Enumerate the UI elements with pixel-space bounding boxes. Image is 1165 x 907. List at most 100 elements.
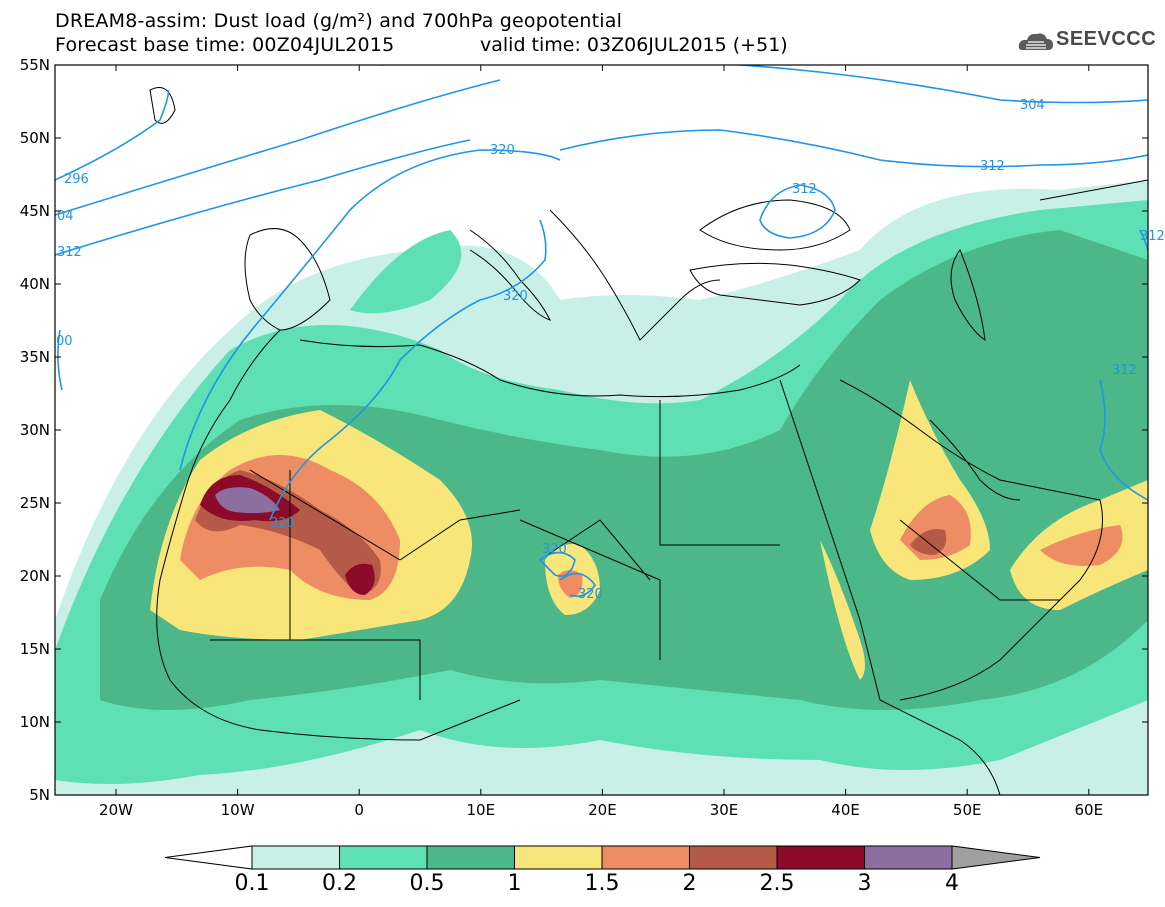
colorbar-low-arrow bbox=[164, 845, 253, 870]
colorbar-segment bbox=[601, 845, 690, 870]
contour-labels: 304 312 312 296 04 312 320 320 312 320 3… bbox=[56, 98, 1165, 602]
border-7 bbox=[1039, 179, 1148, 201]
border-6 bbox=[210, 639, 421, 700]
logo-text: SEEVCCC bbox=[1056, 28, 1157, 50]
contour-label: 04 bbox=[57, 209, 74, 224]
coastline-caspian bbox=[950, 248, 986, 342]
contour-label: 312 bbox=[980, 159, 1005, 174]
lat-tick-label: 50N bbox=[20, 129, 50, 147]
contour-line bbox=[559, 129, 1148, 168]
colorbar-label: 0.2 bbox=[322, 871, 357, 896]
lon-tick-label: 20W bbox=[99, 801, 133, 819]
contour-line bbox=[380, 65, 1148, 104]
contour-line bbox=[57, 329, 63, 391]
contour-line bbox=[55, 79, 501, 216]
dust-band-2-5 bbox=[345, 563, 375, 595]
lat-tick-label: 35N bbox=[20, 348, 50, 366]
contour-line bbox=[559, 572, 596, 598]
contour-label: 00 bbox=[56, 334, 73, 349]
coastline-arabia bbox=[839, 379, 1103, 701]
dust-band-3 bbox=[215, 487, 280, 514]
coastline-turkey bbox=[689, 262, 861, 306]
colorbar-segment bbox=[339, 845, 428, 870]
lat-tick-label: 5N bbox=[29, 786, 50, 804]
colorbar-label: 1 bbox=[507, 871, 522, 896]
border-5 bbox=[659, 400, 780, 546]
lon-tick-label: 10W bbox=[221, 801, 255, 819]
lon-tick-label: 50E bbox=[953, 801, 982, 819]
coastline-horn bbox=[879, 699, 1001, 795]
lat-tick-label: 20N bbox=[20, 567, 50, 585]
forecast-base-time: Forecast base time: 00Z04JUL2015 bbox=[55, 34, 395, 56]
colorbar-segment bbox=[426, 845, 515, 870]
coastline-gulf bbox=[929, 419, 1021, 501]
contour-line bbox=[1099, 379, 1148, 501]
contour-label: 312 bbox=[1140, 229, 1165, 244]
lon-tick-label: 40E bbox=[831, 801, 860, 819]
colorbar-label: 0.5 bbox=[409, 871, 445, 896]
colorbar-label: 4 bbox=[945, 871, 959, 896]
lat-tick-label: 15N bbox=[20, 640, 50, 658]
coastline-red-sea bbox=[779, 379, 881, 701]
colorbar-label: 0.1 bbox=[234, 871, 270, 896]
lon-axis: 20W 10W 0 10E 20E 30E 40E 50E 60E bbox=[99, 65, 1103, 819]
lat-tick-label: 55N bbox=[20, 56, 50, 74]
dust-band-1 bbox=[820, 540, 865, 680]
contour-line bbox=[55, 139, 471, 256]
coastline-west-africa bbox=[156, 329, 521, 741]
coastline-europe bbox=[244, 228, 331, 331]
border-9 bbox=[539, 519, 651, 581]
contour-label: 320 bbox=[503, 289, 528, 304]
dust-band-0-2 bbox=[350, 230, 462, 314]
contour-line bbox=[538, 551, 576, 577]
lon-tick-label: 10E bbox=[467, 801, 496, 819]
colorbar-label: 3 bbox=[857, 871, 872, 896]
border-4 bbox=[519, 519, 661, 660]
cloud-icon bbox=[1018, 33, 1053, 50]
lat-tick-label: 45N bbox=[20, 202, 50, 220]
coastlines bbox=[149, 87, 1148, 795]
valid-time: valid time: 03Z06JUL2015 (+51) bbox=[480, 34, 788, 56]
colorbar-label: 2.5 bbox=[759, 871, 795, 896]
colorbar-segment bbox=[514, 845, 603, 870]
contour-label: 320 bbox=[542, 542, 567, 557]
lon-tick-label: 0 bbox=[354, 801, 364, 819]
colorbar-high-arrow bbox=[951, 845, 1041, 870]
contour-label: 320 bbox=[270, 516, 295, 531]
coastline-italy bbox=[469, 229, 551, 321]
contour-label: 320 bbox=[490, 143, 515, 158]
contour-label: 304 bbox=[1020, 98, 1045, 113]
contour-line bbox=[179, 149, 561, 471]
dust-band-1-5 bbox=[1040, 525, 1123, 566]
coastline-north-africa bbox=[299, 339, 801, 398]
colorbar-label: 1.5 bbox=[584, 871, 620, 896]
lat-tick-label: 10N bbox=[20, 713, 50, 731]
coastline-black-sea bbox=[699, 199, 851, 251]
contour-label: 296 bbox=[64, 172, 89, 187]
coastline-britain bbox=[149, 87, 176, 124]
contour-label: 312 bbox=[792, 182, 817, 197]
border-8 bbox=[899, 519, 1060, 601]
colorbar-segment bbox=[251, 845, 340, 870]
geopotential-contours bbox=[55, 65, 1148, 598]
lon-tick-label: 20E bbox=[588, 801, 617, 819]
colorbar-segment bbox=[689, 845, 778, 870]
dust-field bbox=[55, 180, 1148, 795]
lon-tick-label: 30E bbox=[710, 801, 739, 819]
lon-tick-label: 60E bbox=[1075, 801, 1104, 819]
contour-line bbox=[269, 219, 547, 521]
border-2 bbox=[249, 469, 401, 561]
map-title: DREAM8-assim: Dust load (g/m²) and 700hP… bbox=[55, 10, 623, 32]
contour-label: 312 bbox=[57, 245, 82, 260]
lat-tick-label: 25N bbox=[20, 494, 50, 512]
lat-axis: 55N 50N 45N 40N 35N 30N 25N 20N 15N 10N 5N bbox=[20, 56, 1148, 804]
coastline-balkans bbox=[549, 209, 721, 341]
contour-line bbox=[55, 89, 170, 181]
lat-tick-label: 40N bbox=[20, 275, 50, 293]
colorbar-segment bbox=[776, 845, 865, 870]
border-3 bbox=[399, 509, 521, 561]
colorbar bbox=[164, 845, 1041, 870]
lat-tick-label: 30N bbox=[20, 421, 50, 439]
colorbar-segment bbox=[864, 845, 953, 870]
